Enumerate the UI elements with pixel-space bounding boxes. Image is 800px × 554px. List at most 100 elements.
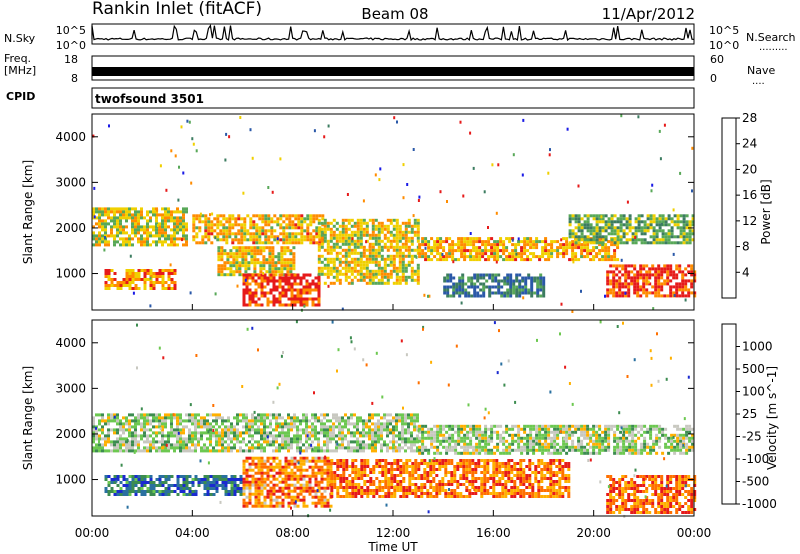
echo-cell: [667, 451, 671, 455]
echo-cell: [565, 451, 569, 455]
echo-cell: [577, 235, 581, 239]
echo-cell: [209, 481, 213, 484]
echo-cell: [152, 281, 156, 284]
echo-cell: [610, 232, 614, 236]
echo-cell: [179, 216, 182, 220]
echo-cell: [207, 217, 211, 221]
echo-cell: [176, 222, 179, 226]
echo-cell: [460, 439, 464, 443]
echo-cell: [445, 252, 449, 256]
echo-cell: [660, 273, 664, 277]
echo-cell: [274, 255, 278, 259]
echo-cell: [329, 425, 332, 429]
echo-cell: [505, 258, 509, 262]
echo-cell: [275, 413, 278, 417]
echo-cell: [259, 246, 263, 250]
echo-cell: [508, 451, 512, 455]
echo-cell: [592, 238, 596, 242]
echo-cell: [251, 483, 255, 487]
echo-cell: [577, 427, 581, 431]
echo-cell: [625, 448, 629, 452]
echo-cell: [302, 443, 305, 447]
echo-cell: [613, 448, 617, 452]
echo-cell: [383, 443, 386, 447]
echo-cell: [451, 255, 455, 259]
echo-cell: [487, 427, 491, 431]
echo-cell: [176, 446, 179, 450]
echo-cell: [227, 437, 230, 441]
echo-cell: [568, 448, 572, 452]
echo-cell: [317, 285, 321, 289]
echo-cell: [395, 227, 399, 231]
echo-cell: [239, 449, 242, 453]
echo-cell: [639, 276, 643, 280]
echo-cell: [344, 248, 348, 252]
echo-cell: [198, 229, 202, 233]
echo-cell: [182, 243, 185, 247]
echo-cell: [218, 484, 222, 487]
echo-cell: [158, 281, 162, 284]
echo-cell: [92, 419, 95, 423]
echo-cell: [574, 252, 578, 256]
echo-cell: [529, 243, 533, 247]
echo-cell: [401, 428, 404, 432]
echo-cell: [690, 273, 694, 277]
echo-cell: [207, 223, 211, 227]
echo-cell: [350, 239, 354, 243]
echo-cell: [550, 442, 554, 446]
echo-cell: [377, 236, 381, 240]
echo-cell: [613, 243, 617, 247]
echo-cell: [134, 425, 137, 429]
echo-cell: [649, 223, 653, 227]
echo-cell: [217, 249, 221, 253]
echo-cell: [407, 260, 411, 264]
echo-cell: [353, 425, 356, 429]
echo-cell: [461, 282, 465, 286]
echo-cell: [203, 443, 206, 447]
echo-cell: [481, 436, 485, 440]
echo-cell: [242, 501, 246, 505]
echo-cell: [466, 243, 470, 247]
echo-cell: [113, 284, 117, 287]
echo-cell: [206, 487, 210, 490]
echo-cell: [264, 217, 268, 221]
echo-cell: [221, 443, 224, 447]
echo-cell: [637, 436, 641, 440]
echo-cell: [398, 416, 401, 420]
echo-cell: [98, 237, 101, 241]
echo-cell: [113, 207, 116, 211]
echo-cell: [610, 243, 614, 247]
echo-cell: [314, 437, 317, 441]
echo-cell: [574, 246, 578, 250]
echo-cell: [544, 442, 548, 446]
echo-cell: [562, 445, 566, 449]
echo-cell: [119, 437, 122, 441]
echo-cell: [176, 484, 180, 487]
echo-cell: [149, 478, 153, 481]
echo-cell: [684, 294, 688, 298]
echo-cell: [281, 422, 284, 426]
echo-cell: [521, 285, 525, 289]
echo-cell: [371, 257, 375, 261]
echo-cell: [616, 258, 620, 262]
echo-cell: [544, 252, 548, 256]
echo-cell: [329, 437, 332, 441]
echo-cell: [645, 276, 649, 280]
echo-cell: [490, 433, 494, 437]
echo-cell: [224, 478, 228, 481]
echo-cell: [645, 270, 649, 274]
echo-cell: [625, 424, 629, 428]
echo-cell: [176, 487, 180, 490]
echo-cell: [341, 227, 345, 231]
echo-cell: [170, 434, 173, 438]
echo-cell: [568, 445, 572, 449]
echo-cell: [445, 430, 449, 434]
echo-cell: [177, 198, 180, 202]
echo-cell: [338, 428, 341, 432]
echo-cell: [344, 233, 348, 237]
echo-cell: [530, 294, 534, 298]
echo-cell: [392, 449, 395, 453]
echo-cell: [389, 446, 392, 450]
echo-cell: [458, 276, 462, 280]
echo-cell: [185, 443, 188, 447]
